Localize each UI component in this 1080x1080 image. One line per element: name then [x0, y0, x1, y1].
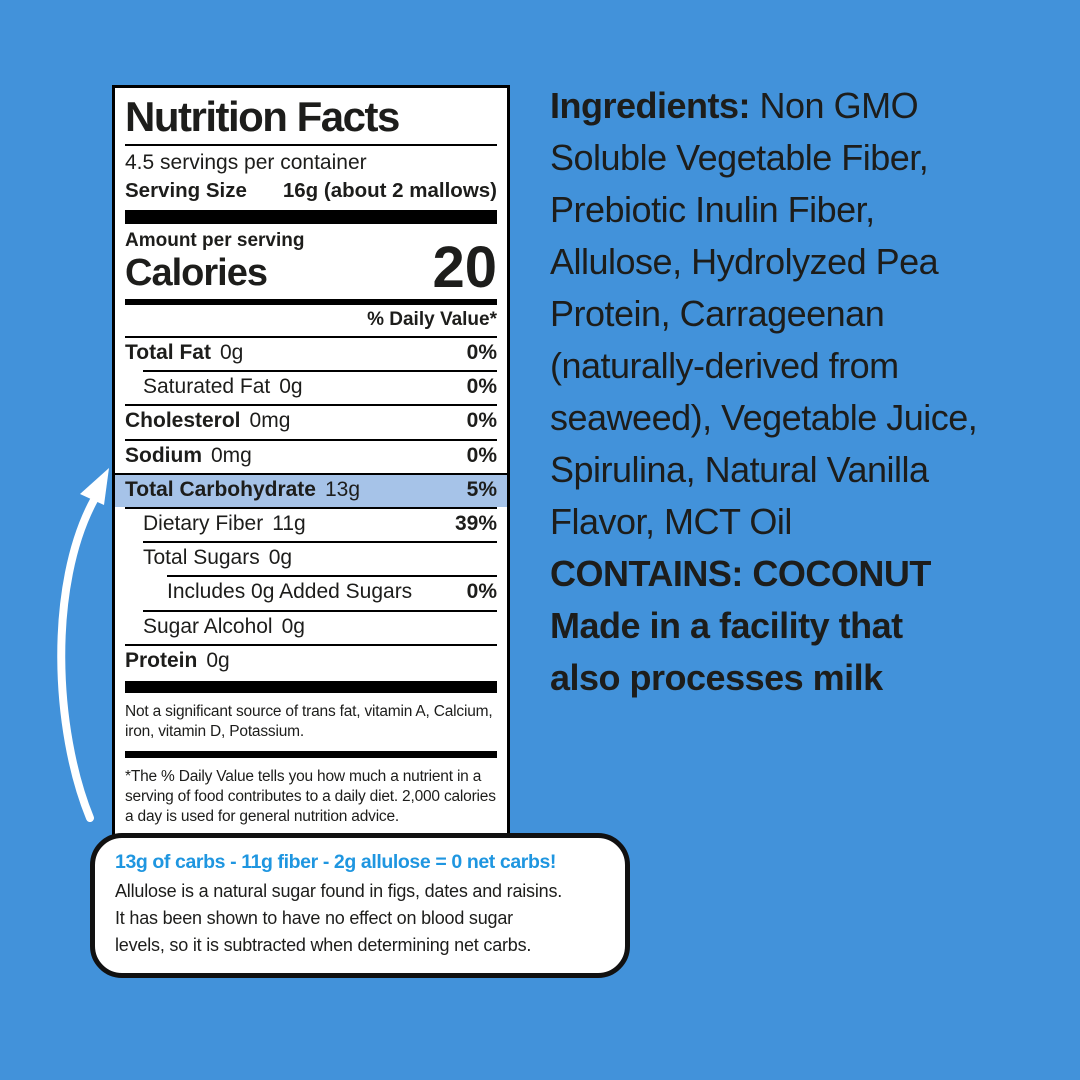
explanation-line: Allulose is a natural sugar found in fig…: [115, 881, 563, 901]
serving-size-row: Serving Size 16g (about 2 mallows): [125, 179, 497, 204]
nutrient-name: Sugar Alcohol: [143, 614, 273, 638]
equation-regular: 13g of carbs - 11g fiber - 2g allulose: [115, 851, 431, 873]
contains-statement: CONTAINS: COCONUT: [550, 553, 931, 594]
label-title: Nutrition Facts: [125, 93, 400, 140]
nutrient-dv: 0%: [466, 409, 497, 433]
explanation-line: levels, so it is subtracted when determi…: [115, 935, 532, 955]
facility-statement: also processes milk: [550, 657, 883, 698]
nutrient-row-protein: Protein 0g: [125, 643, 497, 678]
not-significant-note: Not a significant source of trans fat, v…: [125, 702, 493, 741]
nutrient-dv: 0%: [466, 443, 497, 467]
ingredients-heading: Ingredients:: [550, 85, 751, 126]
nutrient-amount: 0mg: [249, 409, 291, 433]
nutrient-amount: 0g: [268, 546, 293, 570]
divider-bar: [125, 210, 497, 225]
nutrient-row-sodium: Sodium 0mg 0%: [125, 438, 497, 473]
nutrient-amount: 0g: [279, 375, 303, 399]
divider-bar: [125, 751, 497, 759]
facility-statement: Made in a facility that: [550, 605, 903, 646]
daily-value-footnote: *The % Daily Value tells you how much a …: [125, 768, 496, 826]
nutrient-amount: 0g: [206, 648, 230, 672]
nutrient-name: Total Sugars: [143, 546, 260, 570]
title-rule: [125, 143, 497, 146]
daily-value-header: % Daily Value*: [367, 309, 497, 331]
nutrient-row-total-fat: Total Fat 0g 0%: [125, 336, 497, 370]
serving-size-label: Serving Size: [125, 178, 247, 202]
nutrient-dv: 5%: [466, 477, 497, 501]
nutrient-row-total-carbohydrate: Total Carbohydrate 13g 5%: [115, 472, 507, 507]
allulose-explanation: Allulose is a natural sugar found in fig…: [115, 878, 605, 959]
nutrient-dv: 0%: [466, 375, 497, 399]
nutrient-name: Protein: [125, 648, 198, 672]
serving-size-value: 16g (about 2 mallows): [282, 178, 497, 202]
nutrient-dv: 39%: [454, 511, 497, 535]
ingredients-line: Soluble Vegetable Fiber,: [550, 137, 929, 178]
nutrient-amount: 0g: [281, 614, 305, 638]
divider-bar: [125, 299, 497, 306]
net-carbs-equation: 13g of carbs - 11g fiber - 2g allulose =…: [115, 851, 605, 874]
ingredients-line: seaweed), Vegetable Juice,: [550, 397, 978, 438]
nutrient-row-saturated-fat: Saturated Fat 0g 0%: [125, 370, 497, 404]
nutrient-name: Cholesterol: [125, 409, 241, 433]
equation-result: = 0 net carbs!: [435, 851, 557, 873]
nutrient-dv: 0%: [466, 580, 497, 604]
nutrient-amount: 0mg: [211, 443, 252, 467]
calories-value: 20: [432, 235, 497, 301]
ingredients-heading-rest: Non GMO: [759, 85, 919, 126]
explanation-line: It has been shown to have no effect on b…: [115, 908, 513, 928]
ingredients-line: Prebiotic Inulin Fiber,: [550, 189, 875, 230]
nutrient-amount: 0g: [219, 341, 244, 365]
ingredients-line: Spirulina, Natural Vanilla: [550, 449, 929, 490]
nutrient-name: Includes 0g Added Sugars: [167, 580, 413, 604]
calories-row: Amount per serving Calories 20: [125, 230, 497, 301]
nutrient-name: Saturated Fat: [143, 375, 271, 399]
nutrient-amount: 11g: [272, 511, 306, 535]
ingredients-line: (naturally-derived from: [550, 345, 899, 386]
ingredients-line: Ingredients: Non GMO: [550, 80, 1060, 132]
nutrient-name: Sodium: [125, 443, 202, 467]
amount-per-serving-label: Amount per serving: [125, 230, 305, 252]
ingredients-line: Allulose, Hydrolyzed Pea: [550, 241, 939, 282]
ingredients-line: Flavor, MCT Oil: [550, 501, 792, 542]
nutrient-row-added-sugars: Includes 0g Added Sugars 0%: [125, 575, 497, 609]
nutrient-dv: 0%: [466, 341, 497, 365]
servings-per-container: 4.5 servings per container: [125, 150, 367, 174]
ingredients-text: Ingredients: Non GMO Soluble Vegetable F…: [550, 80, 1060, 704]
nutrient-row-dietary-fiber: Dietary Fiber 11g 39%: [125, 506, 497, 541]
nutrient-row-cholesterol: Cholesterol 0mg 0%: [125, 404, 497, 438]
nutrient-name: Total Fat: [125, 341, 211, 365]
nutrition-facts-label: Nutrition Facts 4.5 servings per contain…: [112, 85, 510, 841]
nutrient-name: Dietary Fiber: [143, 511, 264, 535]
net-carbs-callout: 13g of carbs - 11g fiber - 2g allulose =…: [90, 833, 630, 978]
nutrient-row-sugar-alcohol: Sugar Alcohol 0g: [125, 609, 497, 644]
divider-bar: [125, 680, 497, 693]
nutrient-name: Total Carbohydrate: [125, 477, 316, 501]
ingredients-line: Protein, Carrageenan: [550, 293, 885, 334]
calories-label: Calories: [125, 252, 268, 295]
nutrient-row-total-sugars: Total Sugars 0g: [125, 541, 497, 575]
nutrient-amount: 13g: [324, 477, 361, 501]
